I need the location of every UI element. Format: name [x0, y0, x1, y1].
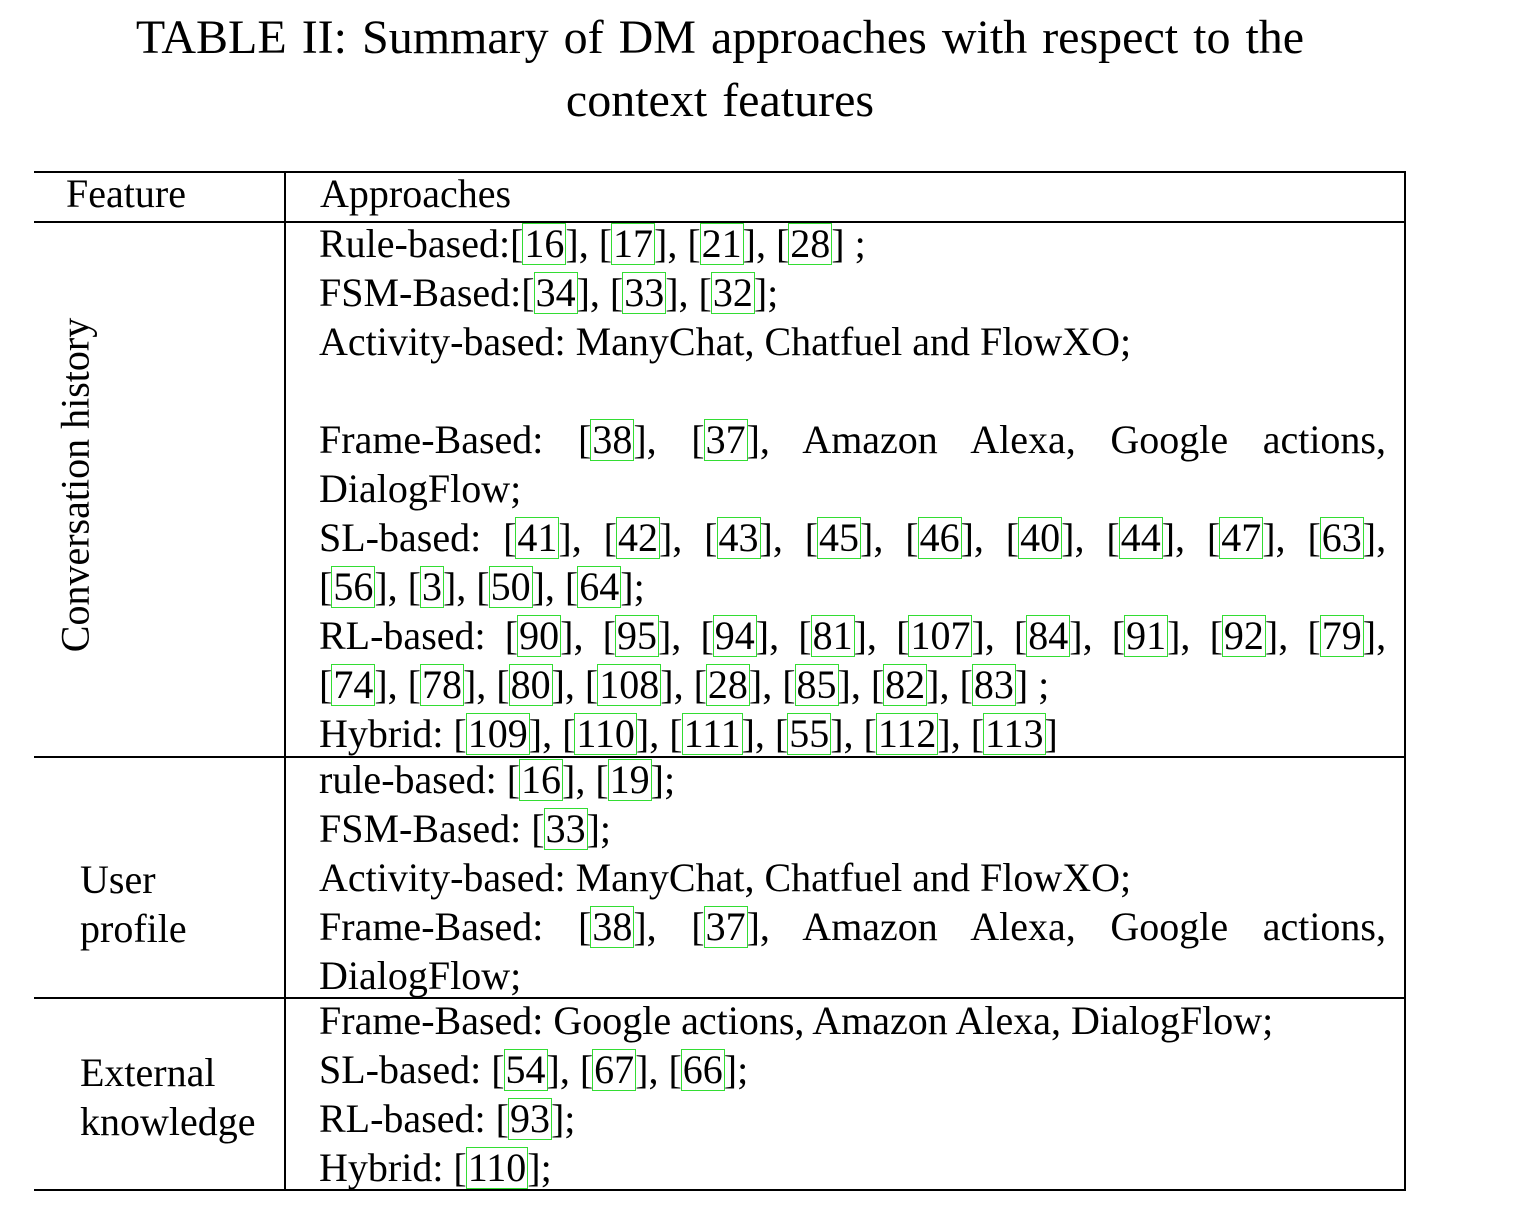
citation-link[interactable]: 66 — [680, 1047, 725, 1092]
citation-link[interactable]: 42 — [615, 515, 660, 560]
citation-link[interactable]: 74 — [331, 662, 376, 707]
citation-link[interactable]: 82 — [883, 662, 928, 707]
citation-link[interactable]: 43 — [716, 515, 761, 560]
citation-link[interactable]: 109 — [465, 711, 530, 756]
approach-line: Frame-Based: [38], [37], Amazon Alexa, G… — [319, 904, 1387, 949]
citation-link[interactable]: 47 — [1219, 515, 1264, 560]
citation-link[interactable]: 92 — [1221, 613, 1266, 658]
header-approaches: Approaches — [320, 171, 512, 216]
approach-line: rule-based: [16], [19]; — [319, 757, 676, 802]
header-rule — [34, 221, 1406, 223]
citation-link[interactable]: 37 — [703, 417, 748, 462]
feature-label-line: User — [80, 857, 156, 902]
header-feature: Feature — [66, 171, 186, 216]
approach-line: Frame-Based: [38], [37], Amazon Alexa, G… — [319, 417, 1387, 462]
citation-link[interactable]: 113 — [983, 711, 1046, 756]
citation-link[interactable]: 3 — [419, 564, 444, 609]
citation-link[interactable]: 67 — [592, 1047, 637, 1092]
citation-link[interactable]: 108 — [597, 662, 662, 707]
feature-label-line: profile — [80, 906, 187, 951]
citation-link[interactable]: 83 — [971, 662, 1016, 707]
feature-label-line: knowledge — [80, 1099, 256, 1144]
approach-line: SL-based: [54], [67], [66]; — [319, 1047, 749, 1092]
column-divider — [284, 171, 286, 1191]
citation-link[interactable]: 78 — [419, 662, 464, 707]
summary-table: Feature Approaches Conversation history … — [34, 171, 1406, 1191]
row-rule-1 — [34, 756, 1406, 758]
caption-line-2: context features — [565, 74, 875, 127]
citation-link[interactable]: 34 — [533, 270, 578, 315]
citation-link[interactable]: 85 — [794, 662, 839, 707]
feature-external-knowledge: External knowledge — [80, 1048, 256, 1146]
citation-link[interactable]: 46 — [917, 515, 962, 560]
citation-link[interactable]: 16 — [519, 757, 564, 802]
feature-user-profile: User profile — [80, 855, 187, 953]
citation-link[interactable]: 41 — [515, 515, 560, 560]
citation-link[interactable]: 32 — [710, 270, 755, 315]
citation-link[interactable]: 91 — [1124, 613, 1169, 658]
citation-link[interactable]: 112 — [875, 711, 939, 756]
approach-line: RL-based: [90], [95], [94], [81], [107],… — [319, 613, 1387, 658]
approach-line: FSM-Based:[34], [33], [32]; — [319, 270, 779, 315]
citation-link[interactable]: 56 — [331, 564, 376, 609]
approach-line: RL-based: [93]; — [319, 1096, 576, 1141]
table-caption: TABLE II: Summary of DM approaches with … — [30, 6, 1410, 132]
approach-line: [74], [78], [80], [108], [28], [85], [82… — [319, 662, 1050, 707]
approaches-external-knowledge: Frame-Based: Google actions, Amazon Alex… — [319, 996, 1386, 1192]
citation-link[interactable]: 45 — [817, 515, 862, 560]
citation-link[interactable]: 95 — [614, 613, 659, 658]
citation-link[interactable]: 64 — [577, 564, 622, 609]
approach-line: Frame-Based: Google actions, Amazon Alex… — [319, 998, 1274, 1043]
approaches-conversation-history: Rule-based:[16], [17], [21], [28] ; FSM-… — [319, 219, 1386, 758]
citation-link[interactable]: 33 — [622, 270, 667, 315]
approach-line: DialogFlow; — [319, 953, 522, 998]
approach-line: Rule-based:[16], [17], [21], [28] ; — [319, 221, 866, 266]
citation-link[interactable]: 55 — [787, 711, 832, 756]
citation-link[interactable]: 90 — [517, 613, 562, 658]
feature-label-line: External — [80, 1050, 216, 1095]
citation-link[interactable]: 28 — [705, 662, 750, 707]
approach-line: Activity-based: ManyChat, Chatfuel and F… — [319, 855, 1132, 900]
citation-link[interactable]: 40 — [1018, 515, 1063, 560]
table-top-rule — [34, 171, 1406, 173]
citation-link[interactable]: 33 — [543, 806, 588, 851]
approach-line: SL-based: [41], [42], [43], [45], [46], … — [319, 515, 1387, 560]
citation-link[interactable]: 21 — [699, 221, 744, 266]
table-bottom-rule — [34, 1189, 1406, 1191]
citation-link[interactable]: 84 — [1026, 613, 1071, 658]
citation-link[interactable]: 110 — [465, 1145, 529, 1190]
citation-link[interactable]: 80 — [508, 662, 553, 707]
citation-link[interactable]: 16 — [522, 221, 567, 266]
citation-link[interactable]: 63 — [1319, 515, 1364, 560]
feature-conversation-history: Conversation history — [52, 317, 98, 653]
citation-link[interactable]: 38 — [590, 417, 635, 462]
caption-line-1: TABLE II: Summary of DM approaches with … — [135, 11, 1305, 64]
citation-link[interactable]: 17 — [611, 221, 656, 266]
citation-link[interactable]: 28 — [788, 221, 833, 266]
approach-line: [56], [3], [50], [64]; — [319, 564, 645, 609]
approaches-user-profile: rule-based: [16], [19]; FSM-Based: [33];… — [319, 755, 1386, 1000]
citation-link[interactable]: 93 — [507, 1096, 552, 1141]
citation-link[interactable]: 94 — [712, 613, 757, 658]
citation-link[interactable]: 111 — [681, 711, 743, 756]
citation-link[interactable]: 50 — [488, 564, 533, 609]
table-right-border — [1404, 171, 1406, 1191]
approach-line: Activity-based: ManyChat, Chatfuel and F… — [319, 319, 1132, 364]
approach-line: Hybrid: [109], [110], [111], [55], [112]… — [319, 711, 1058, 756]
citation-link[interactable]: 38 — [590, 904, 635, 949]
blank-line — [319, 366, 1386, 415]
row-rule-2 — [34, 997, 1406, 999]
citation-link[interactable]: 79 — [1319, 613, 1364, 658]
approach-line: DialogFlow; — [319, 466, 522, 511]
citation-link[interactable]: 37 — [703, 904, 748, 949]
citation-link[interactable]: 110 — [574, 711, 637, 756]
citation-link[interactable]: 44 — [1118, 515, 1163, 560]
approach-line: Hybrid: [110]; — [319, 1145, 552, 1190]
approach-line: FSM-Based: [33]; — [319, 806, 612, 851]
citation-link[interactable]: 54 — [503, 1047, 548, 1092]
citation-link[interactable]: 19 — [607, 757, 652, 802]
citation-link[interactable]: 81 — [810, 613, 855, 658]
citation-link[interactable]: 107 — [908, 613, 973, 658]
